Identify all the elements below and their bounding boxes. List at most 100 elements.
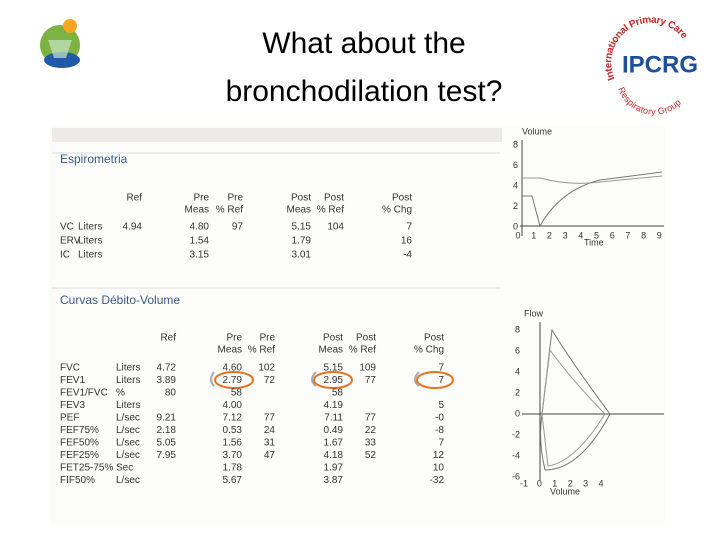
cell: 0.53 (223, 425, 243, 436)
x-tick-label: 4 (598, 478, 603, 488)
cell: 5.67 (223, 475, 243, 486)
cell: 80 (165, 388, 177, 399)
cell: 5.05 (157, 438, 177, 449)
cell: 7.12 (223, 413, 243, 424)
y-axis-label: Volume (522, 126, 552, 136)
x-tick-label: 9 (657, 230, 662, 240)
curve (522, 175, 663, 184)
row-label: FEV3 (60, 400, 85, 411)
cell: 9.21 (157, 413, 177, 424)
column-header: Post (324, 193, 344, 204)
cell: 24 (264, 425, 276, 436)
column-header: % Chg (382, 205, 412, 216)
column-header: Post (424, 333, 444, 344)
cell: 0.49 (324, 425, 344, 436)
row-unit: L/sec (116, 475, 140, 486)
x-tick-label: 3 (583, 478, 588, 488)
cell: 102 (258, 363, 275, 374)
cell: 5 (438, 400, 444, 411)
row-label: FEF50% (60, 438, 99, 449)
cell: 1.54 (190, 236, 210, 247)
y-tick-label: 6 (515, 345, 520, 355)
row-label: ERV (60, 236, 81, 247)
column-header: Pre (226, 333, 242, 344)
x-tick-label: 8 (641, 230, 646, 240)
cell: 2.79 (223, 375, 243, 386)
cell: 7.11 (324, 413, 343, 424)
column-header: Ref (160, 333, 176, 344)
left-logo (40, 19, 80, 68)
cell: -4 (403, 250, 412, 261)
x-tick-label: 5 (594, 230, 599, 240)
cell: 7 (406, 222, 412, 233)
cell: 3.89 (157, 375, 177, 386)
cell: 1.67 (324, 438, 344, 449)
x-tick-label: 4 (578, 230, 583, 240)
y-tick-label: 8 (515, 324, 520, 334)
row-label: FEF75% (60, 425, 99, 436)
cell: 3.15 (190, 250, 210, 261)
cell: 72 (264, 375, 276, 386)
row-unit: Liters (116, 375, 140, 386)
cell: 77 (365, 413, 377, 424)
row-unit: L/sec (116, 413, 140, 424)
cell: 4.19 (324, 400, 344, 411)
row-label: FVC (60, 363, 80, 374)
row-label: FEF25% (60, 450, 99, 461)
cell: 1.78 (223, 463, 243, 474)
column-header: % Ref (317, 205, 344, 216)
y-tick-label: 4 (515, 366, 520, 376)
x-axis-label: Volume (550, 486, 580, 496)
cell: 58 (332, 388, 344, 399)
cell: 7 (438, 438, 444, 449)
column-header: Post (323, 333, 343, 344)
cell: 1.56 (223, 438, 243, 449)
cell: 31 (264, 438, 276, 449)
scan-area (50, 125, 665, 525)
x-tick-label: 2 (547, 230, 552, 240)
y-tick-label: 2 (513, 201, 518, 211)
cell: -0 (435, 413, 444, 424)
cell: -32 (430, 475, 445, 486)
row-label: PEF (60, 413, 79, 424)
y-tick-label: 8 (513, 139, 518, 149)
cell: 109 (359, 363, 376, 374)
y-tick-label: 6 (513, 160, 518, 170)
x-tick-label: 2 (568, 478, 573, 488)
cell: 16 (401, 236, 413, 247)
cell: 47 (264, 450, 276, 461)
y-tick-label: 2 (515, 387, 520, 397)
cell: 7.95 (157, 450, 177, 461)
cell: 5.15 (324, 363, 344, 374)
x-tick-label: 3 (563, 230, 568, 240)
cell: -8 (435, 425, 444, 436)
cell: 4.80 (190, 222, 210, 233)
cell: 7 (438, 375, 444, 386)
slide-title-line1: What about the bronchodilation test? (226, 27, 503, 108)
cell: 4.72 (157, 363, 177, 374)
row-unit: % (116, 388, 125, 399)
row-label: FIF50% (60, 475, 95, 486)
ipcrg-logo: International Primary Care Respiratory G… (603, 14, 698, 117)
cell: 3.01 (292, 250, 312, 261)
column-header: Post (291, 193, 311, 204)
column-header: Meas (185, 205, 209, 216)
logo-name: IPCRG (622, 51, 698, 78)
row-unit: Liters (78, 222, 102, 233)
cell: 7 (438, 363, 444, 374)
column-header: Meas (218, 345, 242, 356)
cell: 52 (365, 450, 377, 461)
pencil-marks (210, 371, 420, 387)
y-tick-label: -2 (512, 429, 520, 439)
column-header: % Ref (349, 345, 376, 356)
column-header: Pre (259, 333, 275, 344)
column-header: Post (356, 333, 376, 344)
cell: 97 (232, 222, 244, 233)
column-header: Post (392, 193, 412, 204)
curve (540, 328, 611, 471)
row-unit: Liters (116, 363, 140, 374)
cell: 2.18 (157, 425, 177, 436)
y-tick-label: 4 (513, 180, 518, 190)
y-tick-label: 0 (515, 408, 520, 418)
row-unit: L/sec (116, 438, 140, 449)
